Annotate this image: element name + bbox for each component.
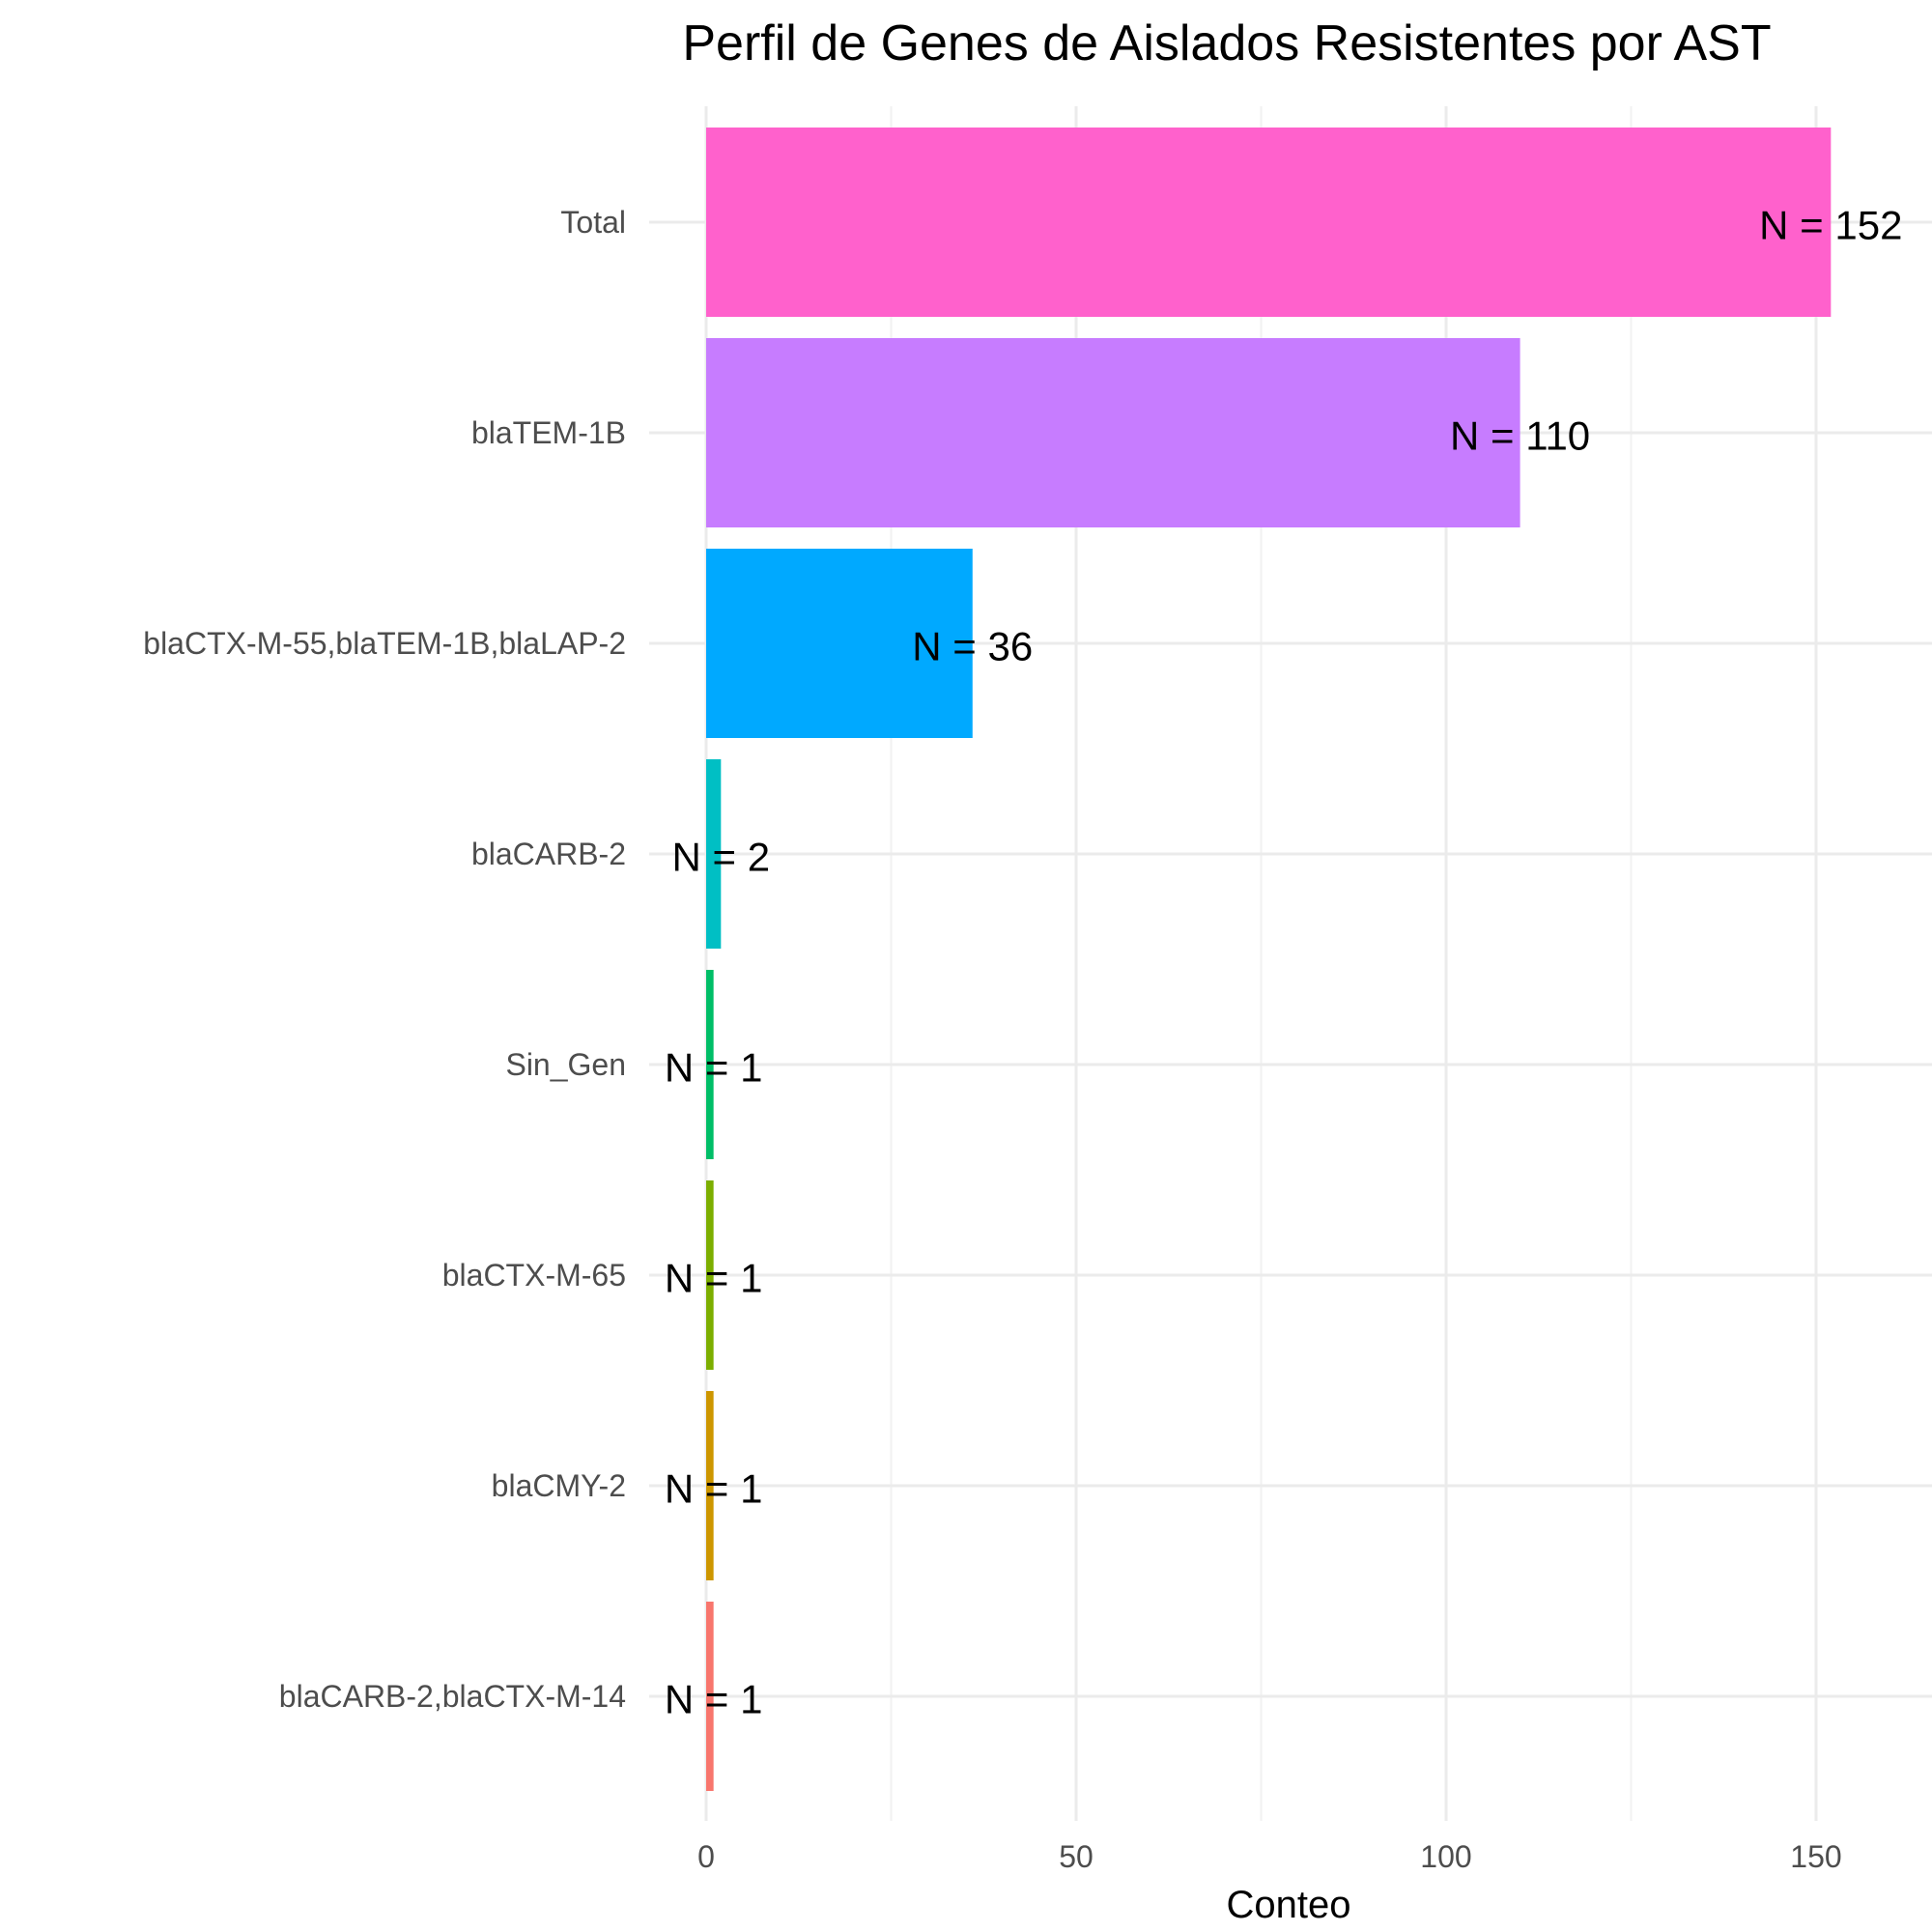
bar [706,338,1520,527]
bars [706,128,1832,1791]
y-tick-label: blaCTX-M-55,blaTEM-1B,blaLAP-2 [143,626,626,661]
y-tick-label: blaCARB-2 [471,837,626,871]
bar [706,970,714,1159]
x-tick-label: 0 [697,1839,715,1874]
y-tick-label: blaCARB-2,blaCTX-M-14 [279,1679,626,1714]
x-axis-labels: 0 50 100 150 [697,1839,1842,1874]
data-label: N = 1 [665,1045,763,1091]
data-label: N = 1 [665,1256,763,1301]
y-tick-label: blaCMY-2 [492,1468,626,1503]
bar [706,549,973,738]
bar [706,1391,714,1580]
bar [706,1180,714,1370]
data-label: N = 2 [672,835,771,880]
x-tick-label: 50 [1059,1839,1094,1874]
x-axis-title: Conteo [1227,1884,1351,1926]
bar [706,1602,714,1791]
y-axis-labels: Total blaTEM-1B blaCTX-M-55,blaTEM-1B,blaL… [143,205,626,1714]
data-label: N = 110 [1450,413,1590,459]
x-tick-label: 100 [1420,1839,1471,1874]
y-tick-label: Total [560,205,626,240]
chart-title: Perfil de Genes de Aislados Resistentes … [682,15,1771,71]
data-label: N = 1 [665,1466,763,1512]
data-label: N = 1 [665,1677,763,1722]
y-tick-label: Sin_Gen [505,1047,626,1082]
data-labels: N = 152 N = 110 N = 36 N = 2 N = 1 N = 1 N = 1… [665,203,1903,1722]
bar [706,759,722,949]
data-label: N = 36 [912,624,1033,669]
bar [706,128,1832,317]
x-tick-label: 150 [1790,1839,1841,1874]
y-tick-label: blaTEM-1B [471,415,626,450]
y-tick-label: blaCTX-M-65 [442,1258,626,1293]
data-label: N = 152 [1759,203,1902,248]
